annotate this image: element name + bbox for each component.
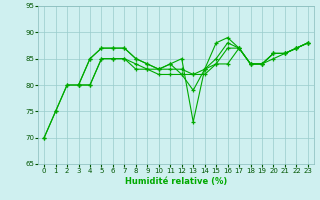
X-axis label: Humidité relative (%): Humidité relative (%) [125, 177, 227, 186]
